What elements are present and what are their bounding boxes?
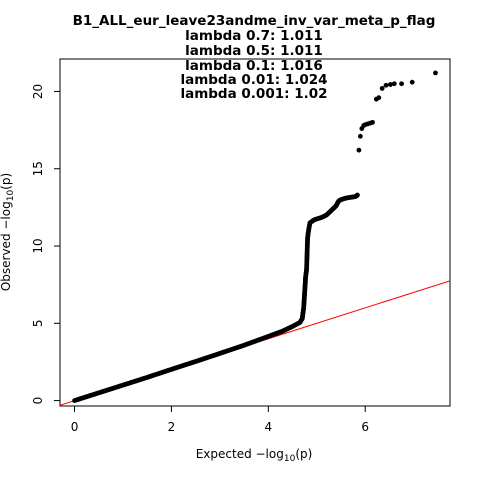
data-point bbox=[433, 70, 438, 76]
data-point bbox=[383, 82, 389, 88]
x-tick-label: 0 bbox=[71, 420, 79, 434]
chart-subtitle-line-5: lambda 0.001: 1.02 bbox=[180, 86, 327, 102]
y-tick-label: 0 bbox=[31, 397, 45, 405]
chart-subtitle-line-3: lambda 0.1: 1.016 bbox=[185, 58, 323, 74]
x-axis-label-prefix: Expected −log bbox=[196, 447, 284, 461]
x-tick-label: 4 bbox=[265, 420, 273, 434]
y-tick-label: 15 bbox=[31, 161, 45, 176]
y-axis-label: Observed −log10(p) bbox=[0, 173, 16, 291]
data-point bbox=[399, 81, 404, 87]
data-point bbox=[379, 85, 385, 91]
data-point bbox=[355, 192, 360, 198]
chart-subtitle-line-1: lambda 0.7: 1.011 bbox=[185, 28, 323, 44]
y-axis-label-prefix: Observed −log bbox=[0, 201, 13, 291]
chart-subtitle-line-4: lambda 0.01: 1.024 bbox=[180, 72, 327, 88]
y-axis-label-sub: 10 bbox=[6, 190, 16, 202]
x-axis-label: Expected −log10(p) bbox=[196, 447, 313, 464]
y-tick-label: 5 bbox=[31, 319, 45, 327]
x-tick-label: 6 bbox=[361, 420, 369, 434]
data-point bbox=[370, 119, 375, 125]
data-point bbox=[376, 95, 382, 101]
y-axis-label-suffix: (p) bbox=[0, 173, 13, 190]
chart-subtitle-line-2: lambda 0.5: 1.011 bbox=[185, 43, 323, 59]
data-point bbox=[409, 79, 415, 85]
x-tick-label: 2 bbox=[168, 420, 176, 434]
x-axis-label-suffix: (p) bbox=[295, 447, 312, 461]
y-tick-label: 20 bbox=[31, 84, 45, 99]
chart-title: B1_ALL_eur_leave23andme_inv_var_meta_p_f… bbox=[73, 13, 436, 29]
data-point bbox=[391, 81, 397, 87]
y-tick-label: 10 bbox=[31, 238, 45, 253]
data-point bbox=[356, 147, 362, 153]
data-point bbox=[388, 82, 393, 87]
x-axis-label-sub: 10 bbox=[284, 454, 296, 464]
plot-area bbox=[59, 58, 451, 407]
data-point bbox=[357, 133, 363, 139]
